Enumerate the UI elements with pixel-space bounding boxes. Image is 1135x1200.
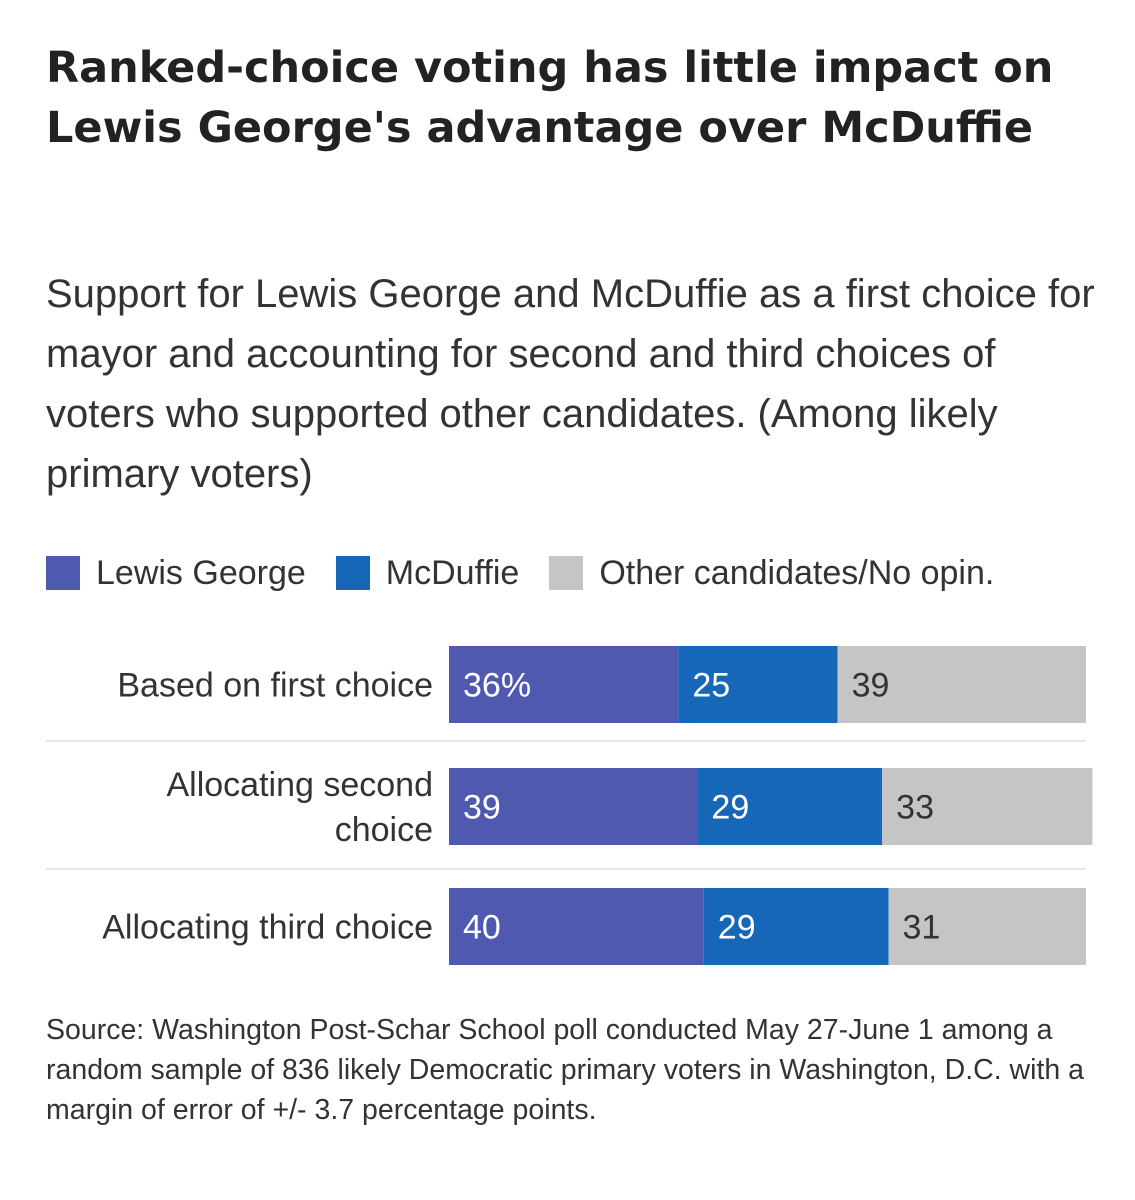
legend-swatch-other: [549, 556, 584, 590]
source-note: Source: Washington Post-Schar School pol…: [46, 1014, 1084, 1126]
bar-segment-2-2: [697, 768, 883, 845]
bar-segment-3-1: [449, 888, 704, 965]
data-label-3-2: 29: [718, 909, 756, 947]
category-label-1: Based on first choice: [117, 667, 433, 705]
data-label-2-3: 33: [896, 789, 934, 827]
bar-segment-1-3: [837, 646, 1086, 723]
chart-subtitle: Support for Lewis George and McDuffie as…: [46, 272, 1095, 496]
legend-label-mcduffie: McDuffie: [385, 553, 520, 592]
legend-item-mcduffie: McDuffie: [335, 553, 520, 593]
stacked-bar-chart: Based on first choice 36% 25 39 Allocating s…: [46, 646, 1093, 965]
legend-label-other: Other candidates/No opin.: [599, 553, 995, 592]
chart-title: Ranked-choice voting has little impact o…: [46, 43, 1054, 153]
bar-segment-2-3: [882, 768, 1093, 845]
legend-item-other: Other candidates/No opin.: [549, 554, 994, 593]
data-label-1-3: 39: [852, 667, 890, 705]
legend-swatch-lewis-george: [46, 556, 80, 590]
legend-swatch-mcduffie: [335, 556, 370, 590]
bar-segment-1-2: [678, 646, 838, 723]
data-label-3-1: 40: [463, 909, 501, 947]
bar-segment-1-1: [449, 646, 679, 723]
bar-segment-2-1: [449, 768, 698, 845]
legend-label-lewis-george: Lewis George: [96, 553, 306, 592]
legend: Lewis George McDuffie Other candidates/N…: [46, 548, 1024, 598]
bar-segment-3-3: [888, 888, 1086, 965]
legend-item-lewis-george: Lewis George: [46, 554, 306, 593]
bar-segment-3-2: [703, 888, 889, 965]
category-label-3: Allocating third choice: [102, 909, 433, 947]
category-label-2: Allocating second choice: [166, 766, 433, 849]
data-label-1-1: 36%: [463, 667, 531, 705]
data-label-2-1: 39: [463, 789, 501, 827]
data-label-1-2: 25: [692, 667, 730, 705]
data-label-3-3: 31: [903, 909, 941, 947]
data-label-2-2: 29: [711, 789, 749, 827]
